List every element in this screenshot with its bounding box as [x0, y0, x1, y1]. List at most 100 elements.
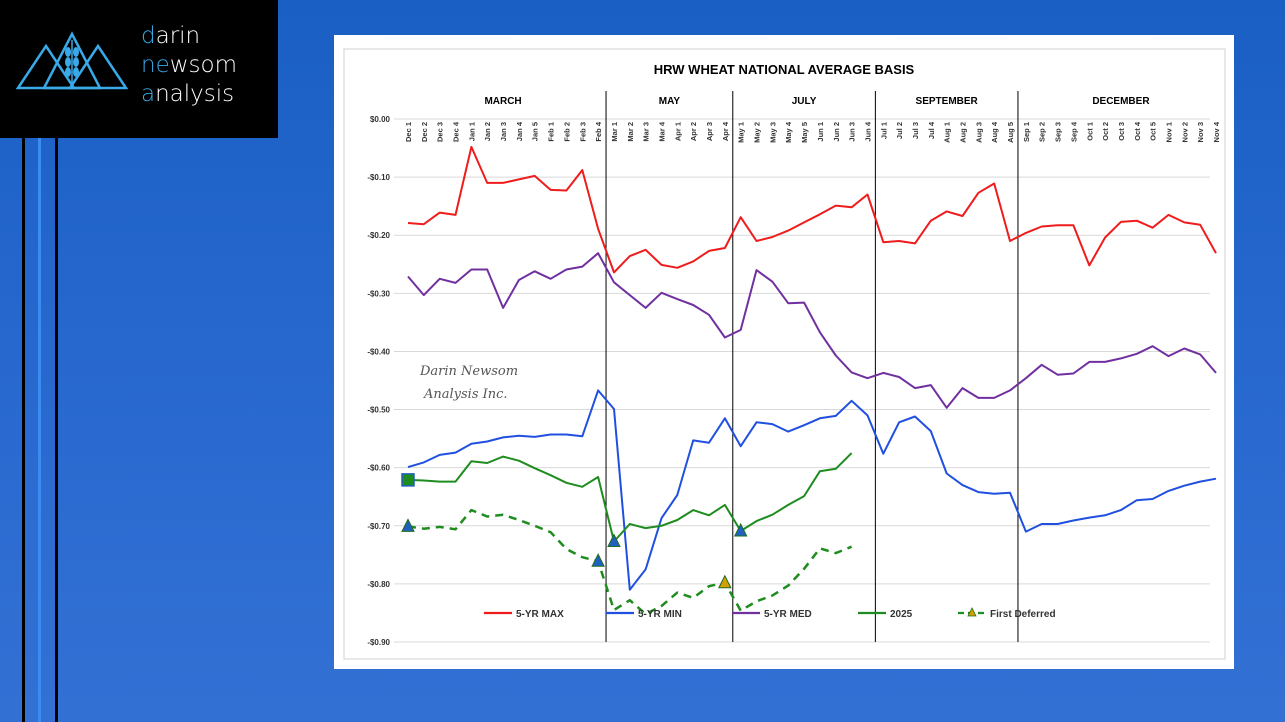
x-tick-label: Mar 1	[610, 122, 619, 142]
series-line-5-yr-min	[407, 389, 1217, 591]
x-tick-label: Oct 3	[1117, 122, 1126, 141]
x-tick-label: Jul 4	[927, 121, 936, 139]
decorative-bar-1	[22, 138, 25, 722]
x-tick-label: May 4	[784, 121, 793, 143]
x-tick-label: Nov 4	[1212, 121, 1221, 142]
contract-label: JULY	[792, 96, 817, 107]
legend-item: First Deferred	[958, 607, 1056, 620]
x-tick-label: Apr 2	[689, 122, 698, 141]
x-tick-label: Sep 4	[1069, 121, 1078, 142]
watermark-line-2: Analysis Inc.	[423, 387, 508, 402]
x-tick-label: Dec 4	[452, 121, 461, 142]
legend-item: 5-YR MIN	[606, 609, 682, 620]
mountain-wheat-icon	[16, 31, 128, 90]
y-tick-label: -$0.10	[367, 173, 390, 182]
x-tick-label: Sep 2	[1038, 122, 1047, 142]
chart-title: HRW WHEAT NATIONAL AVERAGE BASIS	[654, 62, 915, 77]
x-tick-label: Aug 3	[974, 122, 983, 143]
x-tick-label: Dec 2	[420, 122, 429, 142]
point-marker	[718, 574, 732, 589]
decorative-bar-2	[38, 138, 41, 722]
legend-item: 2025	[858, 609, 913, 620]
x-tick-label: Nov 1	[1164, 122, 1173, 142]
decorative-bar-3	[55, 138, 58, 722]
x-tick-label: Apr 3	[705, 122, 714, 141]
contract-label: MAY	[659, 96, 681, 107]
x-tick-label: Jan 1	[467, 122, 476, 141]
x-tick-label: Sep 3	[1054, 122, 1063, 142]
brand-name: darin newsom analysis	[141, 22, 237, 109]
series-line-first-deferred	[407, 508, 853, 616]
x-tick-label: Feb 4	[594, 121, 603, 141]
y-tick-label: $0.00	[370, 115, 391, 124]
x-tick-label: Dec 1	[404, 122, 413, 142]
x-tick-label: Aug 5	[1006, 122, 1015, 143]
x-tick-label: Dec 3	[436, 122, 445, 142]
legend-label: First Deferred	[990, 609, 1056, 620]
y-tick-label: -$0.30	[367, 289, 390, 298]
x-tick-label: Feb 2	[562, 122, 571, 142]
x-tick-label: Oct 1	[1085, 122, 1094, 141]
legend-item: 5-YR MED	[732, 609, 812, 620]
x-tick-label: Mar 3	[642, 122, 651, 142]
x-tick-label: May 3	[768, 122, 777, 143]
contract-label: MARCH	[484, 96, 521, 107]
watermark-line-1: Darin Newsom	[419, 364, 518, 379]
x-tick-label: Oct 2	[1101, 122, 1110, 141]
x-tick-label: May 1	[737, 122, 746, 143]
series-line-5-yr-med	[407, 252, 1217, 409]
point-marker	[401, 518, 415, 532]
x-tick-label: Jun 4	[863, 121, 872, 141]
brand-line-3: analysis	[141, 81, 235, 107]
x-tick-label: Sep 1	[1022, 122, 1031, 142]
x-tick-label: Feb 1	[547, 122, 556, 142]
legend-label: 5-YR MAX	[516, 609, 564, 620]
point-marker	[401, 473, 415, 487]
point-marker	[591, 553, 605, 567]
series-line-2025	[407, 452, 853, 543]
x-tick-label: Apr 4	[721, 121, 730, 141]
x-tick-label: Jan 2	[483, 122, 492, 141]
x-tick-label: Jul 1	[879, 122, 888, 139]
contract-label: DECEMBER	[1092, 96, 1150, 107]
x-tick-label: Aug 1	[943, 122, 952, 143]
contract-label: SEPTEMBER	[916, 96, 979, 107]
y-tick-label: -$0.90	[367, 638, 390, 647]
x-tick-label: Jun 2	[832, 122, 841, 142]
x-tick-label: May 5	[800, 122, 809, 143]
brand-line-1: darin	[141, 23, 201, 49]
chart-panel: HRW WHEAT NATIONAL AVERAGE BASIS $0.00 -$…	[334, 35, 1234, 669]
legend-label: 2025	[890, 609, 913, 620]
x-tick-label: Jun 3	[848, 122, 857, 142]
x-tick-label: Jan 3	[499, 122, 508, 141]
legend-label: 5-YR MIN	[638, 609, 682, 620]
x-tick-label: Nov 2	[1180, 122, 1189, 142]
y-tick-label: -$0.70	[367, 522, 390, 531]
x-tick-label: Aug 4	[990, 121, 999, 143]
x-tick-label: Apr 1	[673, 122, 682, 141]
legend-label: 5-YR MED	[764, 609, 812, 620]
series-line-5-yr-max	[407, 145, 1217, 274]
logo: darin newsom analysis	[0, 0, 278, 138]
x-tick-label: Oct 5	[1149, 122, 1158, 141]
x-tick-label: Mar 4	[657, 121, 666, 141]
x-tick-label: Mar 2	[626, 122, 635, 142]
x-tick-label: Jul 3	[911, 122, 920, 139]
x-tick-label: Oct 4	[1133, 121, 1142, 141]
y-tick-label: -$0.60	[367, 464, 390, 473]
x-tick-label: Jan 5	[531, 122, 540, 141]
x-tick-label: Jan 4	[515, 121, 524, 141]
x-tick-label: May 2	[753, 122, 762, 143]
y-tick-label: -$0.20	[367, 231, 390, 240]
point-marker	[607, 533, 621, 547]
x-tick-label: Jul 2	[895, 122, 904, 139]
x-tick-label: Aug 2	[959, 122, 968, 143]
x-tick-label: Jun 1	[816, 122, 825, 142]
basis-line-chart: HRW WHEAT NATIONAL AVERAGE BASIS $0.00 -$…	[343, 48, 1226, 660]
y-tick-label: -$0.80	[367, 580, 390, 589]
y-tick-label: -$0.40	[367, 347, 390, 356]
point-marker	[733, 522, 748, 537]
brand-line-2: newsom	[141, 52, 238, 78]
y-tick-label: -$0.50	[367, 406, 390, 415]
x-tick-label: Nov 3	[1196, 122, 1205, 142]
